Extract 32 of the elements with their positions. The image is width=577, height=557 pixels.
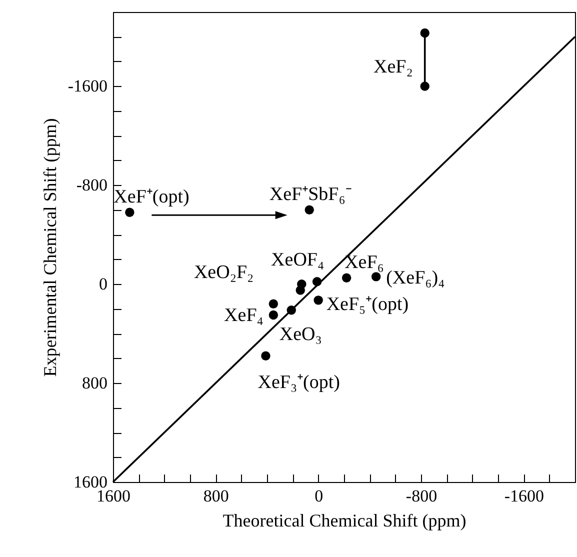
y-tick-label: 800 [82,374,108,393]
point [420,82,430,91]
annotation: XeF₃⁺(opt) [258,372,340,393]
x-tick-label: 800 [203,486,229,506]
annotation: XeF⁺SbF₆⁻ [269,184,352,205]
point [268,310,278,320]
annotation: XeF₄ [224,304,264,326]
point [125,208,134,217]
x-tick-label: 0 [314,486,324,506]
y-tick-label: 0 [99,274,108,294]
point [420,28,430,38]
annotation: XeO₂F₂ [194,262,254,284]
point [314,296,323,305]
point [304,205,314,214]
annotation: XeF₅⁺(opt) [326,294,409,316]
annotation: XeF₆ [344,252,384,273]
annotation: (XeF₆)₄ [386,267,445,288]
annotation: XeO₃ [279,324,322,346]
point [296,286,305,295]
point [268,299,278,308]
annotation: XeF₂ [373,56,413,78]
point [342,273,352,283]
y-axis-title: Experimental Chemical Shift (ppm) [40,118,60,377]
y-tick-label: -1600 [68,76,108,96]
x-tick-label: -800 [406,486,438,506]
point [371,272,381,282]
x-axis-title: Theoretical Chemical Shift (ppm) [222,510,466,530]
annotation: XeF⁺(opt) [114,186,190,208]
annotation: XeOF₄ [271,250,324,271]
y-tick-label: -800 [76,176,108,195]
x-tick-label: -1600 [504,486,544,506]
point [261,351,270,360]
